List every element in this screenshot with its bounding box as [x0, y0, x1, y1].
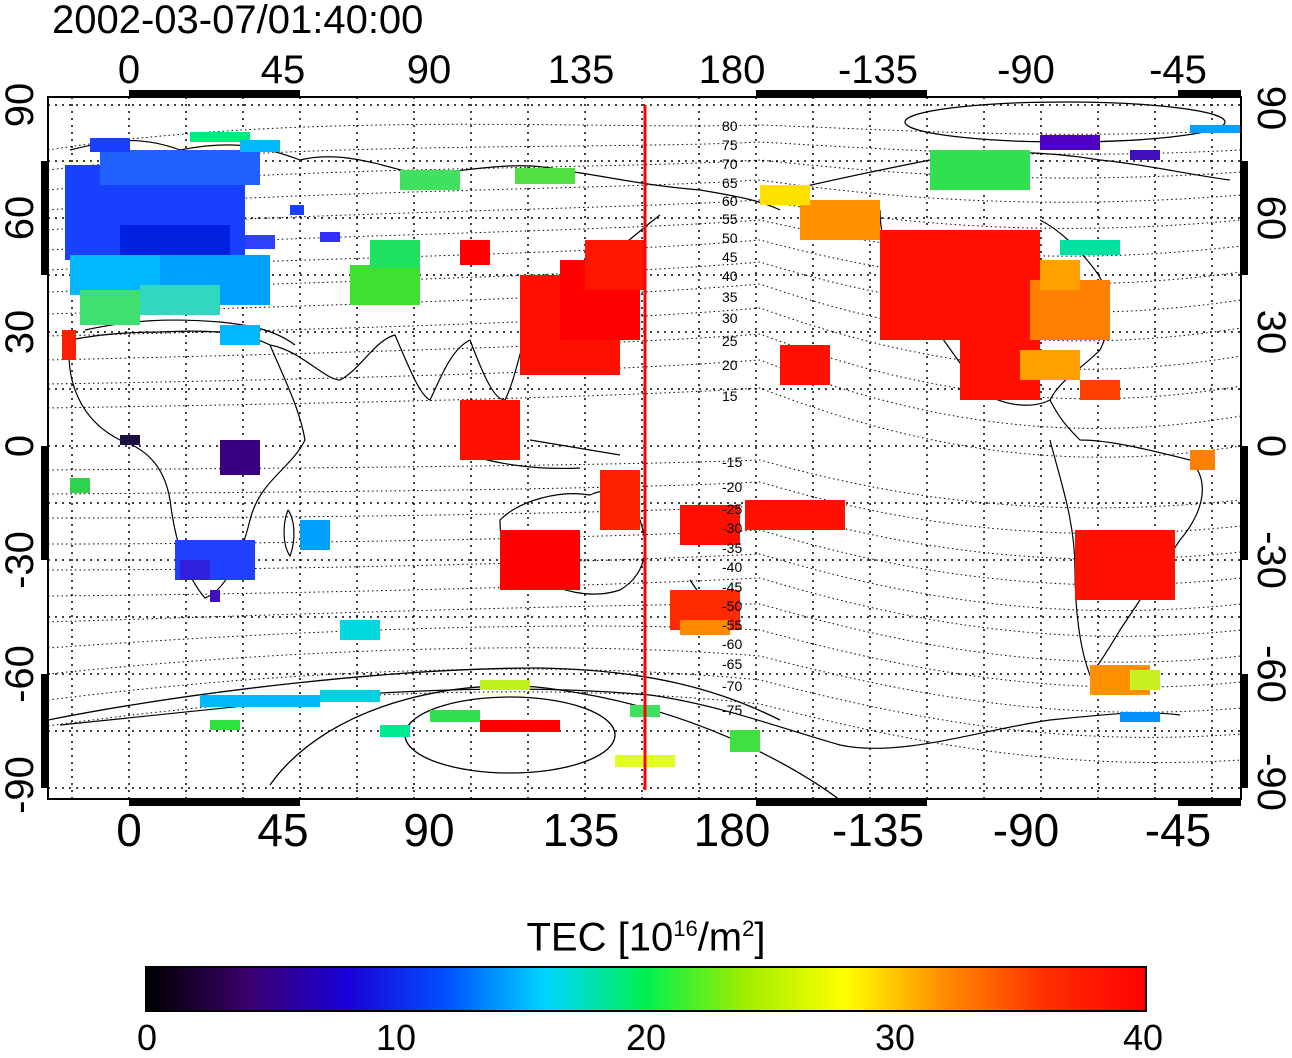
contour-label: 30	[722, 310, 738, 326]
lat-tick-left: -90	[0, 756, 42, 814]
contour-label: -50	[722, 598, 742, 614]
contour-label: 75	[722, 137, 738, 153]
lon-tick-top: 180	[699, 48, 766, 92]
colorbar-title-exponent: 16	[673, 916, 698, 941]
contour-label: 65	[722, 175, 738, 191]
lat-tick-right: 30	[1249, 310, 1292, 355]
contour-label: 25	[722, 333, 738, 349]
contour-label: 35	[722, 289, 738, 305]
lat-tick-right: 60	[1249, 196, 1292, 241]
lon-tick-bottom: 180	[694, 804, 771, 856]
contour-label: 20	[722, 357, 738, 373]
lat-tick-left: 30	[0, 310, 42, 355]
contour-label: 80	[722, 118, 738, 134]
contour-label: -60	[722, 636, 742, 652]
colorbar-tick: 20	[625, 1017, 667, 1058]
contour-label: 45	[722, 249, 738, 265]
contour-label: -70	[722, 678, 742, 694]
lon-tick-top: 135	[548, 48, 615, 92]
contour-label: -15	[722, 454, 742, 470]
contour-label: -55	[722, 617, 742, 633]
contour-label: 15	[722, 388, 738, 404]
contour-label: -75	[722, 702, 742, 718]
tec-colorbar	[145, 966, 1147, 1012]
lat-tick-left: -30	[0, 531, 42, 589]
lon-tick-bottom: 45	[257, 804, 308, 856]
lon-tick-top: -135	[838, 48, 918, 92]
axis-thick-bars	[41, 90, 1248, 806]
contour-label: -45	[722, 579, 742, 595]
lon-tick-top: -90	[997, 48, 1055, 92]
contour-label: 55	[722, 211, 738, 227]
contour-label: -65	[722, 656, 742, 672]
lon-tick-bottom: -90	[993, 804, 1059, 856]
lon-tick-bottom: 90	[403, 804, 454, 856]
lon-tick-top: -45	[1149, 48, 1207, 92]
contour-label: 40	[722, 268, 738, 284]
colorbar-title: TEC [1016/m2]	[0, 905, 1292, 961]
contour-label: -25	[722, 501, 742, 517]
lat-tick-right: 90	[1249, 86, 1292, 131]
lon-tick-top: 90	[407, 48, 452, 92]
lat-tick-right: 0	[1249, 435, 1292, 457]
contour-label: -30	[722, 520, 742, 536]
lat-tick-right: -30	[1249, 531, 1292, 589]
lon-tick-top: 45	[261, 48, 306, 92]
lon-tick-bottom: -45	[1145, 804, 1211, 856]
colorbar-tick: 30	[874, 1017, 916, 1058]
contour-label: -40	[722, 559, 742, 575]
contour-labels: 80 75 70 65 60 55 50 45 40 35 30 25 20 1…	[722, 118, 742, 718]
lat-ticks-right: 90 60 30 0 -30 -60 -90	[1249, 86, 1292, 811]
lon-ticks-top: 0 45 90 135 180 -135 -90 -45	[118, 48, 1207, 92]
colorbar-title-unit: /m	[697, 915, 743, 960]
lon-tick-bottom: -135	[832, 804, 924, 856]
lon-tick-bottom: 0	[116, 804, 142, 856]
colorbar-title-suffix: ]	[754, 915, 766, 960]
lat-tick-left: 60	[0, 196, 42, 241]
lat-tick-left: 0	[0, 435, 42, 457]
colorbar-tick: 0	[136, 1017, 158, 1058]
lat-tick-left: 90	[0, 83, 42, 128]
contour-label: 70	[722, 156, 738, 172]
timestamp-title: 2002-03-07/01:40:00	[52, 0, 424, 42]
tec-map: 0 45 90 135 180 -135 -90 -45 0 45 90 135…	[0, 48, 1292, 856]
lat-tick-left: -60	[0, 645, 42, 703]
lat-ticks-left: 90 60 30 0 -30 -60 -90	[0, 83, 42, 814]
colorbar-title-prefix: TEC [10	[526, 915, 674, 960]
lat-tick-right: -90	[1249, 753, 1292, 811]
colorbar-title-unit-exponent: 2	[742, 916, 755, 941]
lat-tick-right: -60	[1249, 645, 1292, 703]
lon-ticks-bottom: 0 45 90 135 180 -135 -90 -45	[116, 804, 1211, 856]
colorbar-tick: 10	[375, 1017, 417, 1058]
colorbar-tick: 40	[1122, 1017, 1164, 1058]
contour-label: -35	[722, 540, 742, 556]
contour-label: 60	[722, 193, 738, 209]
lon-tick-bottom: 135	[543, 804, 620, 856]
lon-tick-top: 0	[118, 48, 140, 92]
contour-label: -20	[722, 479, 742, 495]
contour-label: 50	[722, 230, 738, 246]
